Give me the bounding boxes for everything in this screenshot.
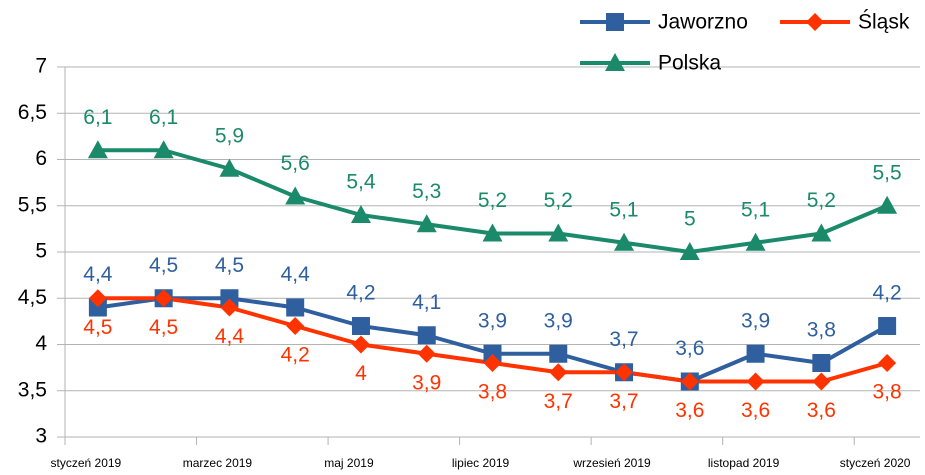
y-tick-label: 4 (35, 332, 47, 355)
data-label: 3,9 (478, 309, 507, 332)
y-tick-label: 5 (35, 240, 47, 263)
point-marker (746, 344, 765, 363)
data-label: 3,6 (675, 337, 704, 360)
data-label: 5,2 (807, 189, 836, 212)
legend-label: Jaworzno (658, 11, 748, 34)
data-label: 4,4 (281, 263, 311, 286)
data-label: 5,2 (478, 189, 507, 212)
data-label: 4,5 (83, 316, 112, 339)
point-marker (812, 354, 831, 372)
data-label: 6,1 (83, 106, 112, 129)
y-tick-label: 3,5 (18, 378, 47, 401)
point-marker (417, 344, 436, 363)
data-label: 4,2 (346, 282, 375, 305)
data-label: 4,5 (149, 316, 178, 339)
data-label: 3,6 (807, 399, 836, 422)
point-marker (286, 317, 305, 335)
legend-marker (605, 53, 625, 71)
point-marker (286, 298, 305, 317)
point-marker (878, 317, 897, 335)
point-marker (812, 372, 831, 391)
data-label: 5,4 (346, 171, 376, 194)
point-marker (153, 140, 174, 159)
point-marker (220, 298, 239, 317)
y-tick-label: 6 (35, 147, 47, 170)
y-tick-label: 5,5 (18, 193, 47, 216)
data-label: 4,5 (215, 254, 244, 277)
data-label: 5 (684, 208, 696, 231)
point-marker (745, 232, 766, 251)
data-label: 6,1 (149, 106, 178, 129)
point-marker (351, 335, 370, 354)
legend-label: Śląsk (858, 10, 910, 34)
point-marker (615, 363, 634, 382)
point-marker (877, 195, 898, 214)
x-tick-label: styczeń 2020 (840, 456, 911, 470)
x-tick-label: maj 2019 (324, 456, 374, 470)
x-tick-label: lipiec 2019 (452, 456, 510, 470)
data-label: 5,2 (544, 189, 573, 212)
data-label: 3,7 (609, 390, 638, 413)
point-marker (614, 232, 635, 251)
data-label: 4 (355, 362, 367, 385)
point-marker (811, 223, 832, 242)
data-label: 3,9 (412, 371, 441, 394)
x-tick-label: marzec 2019 (183, 456, 253, 470)
data-label: 3,9 (544, 309, 573, 332)
data-label: 4,5 (149, 254, 178, 277)
point-marker (549, 344, 568, 363)
y-tick-label: 3 (35, 425, 47, 448)
point-marker (548, 223, 569, 242)
x-tick-label: listopad 2019 (708, 456, 780, 470)
point-marker (483, 344, 502, 363)
point-marker (285, 186, 306, 205)
data-label: 5,6 (281, 152, 310, 175)
legend-label: Polska (658, 52, 721, 75)
point-marker (219, 158, 240, 177)
data-label: 4,2 (281, 344, 310, 367)
y-tick-label: 6,5 (18, 101, 47, 124)
data-label: 5,1 (609, 198, 638, 221)
data-label: 5,1 (741, 198, 770, 221)
point-marker (88, 298, 107, 317)
point-marker (746, 372, 765, 391)
y-tick-label: 7 (35, 55, 47, 78)
data-label: 4,4 (83, 263, 113, 286)
point-marker (416, 214, 437, 233)
data-label: 4,1 (412, 291, 441, 314)
data-label: 3,6 (741, 399, 770, 422)
point-marker (679, 242, 700, 260)
y-tick-label: 4,5 (18, 286, 47, 309)
point-marker (483, 354, 502, 372)
point-marker (878, 354, 897, 372)
data-label: 3,8 (807, 319, 836, 342)
data-label: 3,7 (544, 390, 573, 413)
point-marker (350, 205, 371, 223)
x-tick-label: wrzesień 2019 (572, 456, 651, 470)
data-label: 5,5 (873, 161, 902, 184)
point-marker (154, 289, 173, 308)
data-label: 4,4 (215, 325, 245, 348)
point-marker (549, 363, 568, 382)
data-label: 3,9 (741, 309, 770, 332)
point-marker (482, 223, 503, 242)
data-label: 5,9 (215, 124, 244, 147)
point-marker (417, 326, 436, 345)
point-marker (87, 140, 108, 159)
data-label: 3,8 (478, 381, 507, 404)
point-marker (88, 289, 107, 308)
legend-marker (606, 13, 624, 31)
data-label: 3,6 (675, 399, 704, 422)
legend-marker (806, 13, 824, 31)
point-marker (220, 289, 239, 308)
data-label: 5,3 (412, 180, 441, 203)
data-label: 4,2 (873, 282, 902, 305)
data-label: 3,7 (609, 328, 638, 351)
data-label: 3,8 (873, 381, 902, 404)
point-marker (680, 372, 699, 391)
point-marker (351, 317, 370, 335)
x-tick-label: styczeń 2019 (51, 456, 122, 470)
